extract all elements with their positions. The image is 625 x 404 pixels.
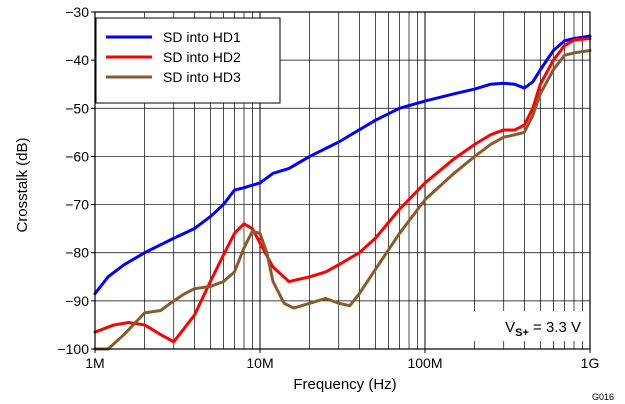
x-tick-label: 10M xyxy=(246,355,273,371)
y-tick-label: −90 xyxy=(65,293,89,309)
legend: SD into HD1 SD into HD2 SD into HD3 xyxy=(95,17,281,104)
y-tick-label: −50 xyxy=(65,100,89,116)
series-line-hd2 xyxy=(93,36,592,344)
annotation-prefix: V xyxy=(505,319,515,336)
legend-box xyxy=(95,17,281,104)
y-tick-label: −60 xyxy=(65,148,89,164)
annotation-text: VS+ = 3.3 V xyxy=(505,319,581,339)
figure-id: G016 xyxy=(592,392,614,402)
y-tick-label: −40 xyxy=(65,52,89,68)
series-line-hd3 xyxy=(93,49,592,351)
y-tick-label: −100 xyxy=(57,341,89,357)
x-tick-label: 1G xyxy=(581,355,600,371)
x-tick-label: 1M xyxy=(85,355,104,371)
y-axis-title: Crosstalk (dB) xyxy=(14,137,31,232)
annotation-background xyxy=(464,311,588,341)
legend-label-hd1: SD into HD1 xyxy=(163,29,241,45)
y-tick-label: −70 xyxy=(65,197,89,213)
annotation-suffix: = 3.3 V xyxy=(529,319,581,336)
x-axis-title: Frequency (Hz) xyxy=(293,376,396,393)
legend-label-hd3: SD into HD3 xyxy=(163,69,241,85)
annotation-subscript: S+ xyxy=(515,327,529,339)
y-tick-label: −30 xyxy=(65,4,89,20)
x-tick-label: 100M xyxy=(407,355,442,371)
plot-frame xyxy=(94,11,591,350)
series-line-hd1 xyxy=(93,34,592,296)
y-tick-label: −80 xyxy=(65,245,89,261)
supply-voltage-annotation: VS+ = 3.3 V xyxy=(464,311,588,341)
series-group xyxy=(93,34,592,351)
legend-label-hd2: SD into HD2 xyxy=(163,49,241,65)
